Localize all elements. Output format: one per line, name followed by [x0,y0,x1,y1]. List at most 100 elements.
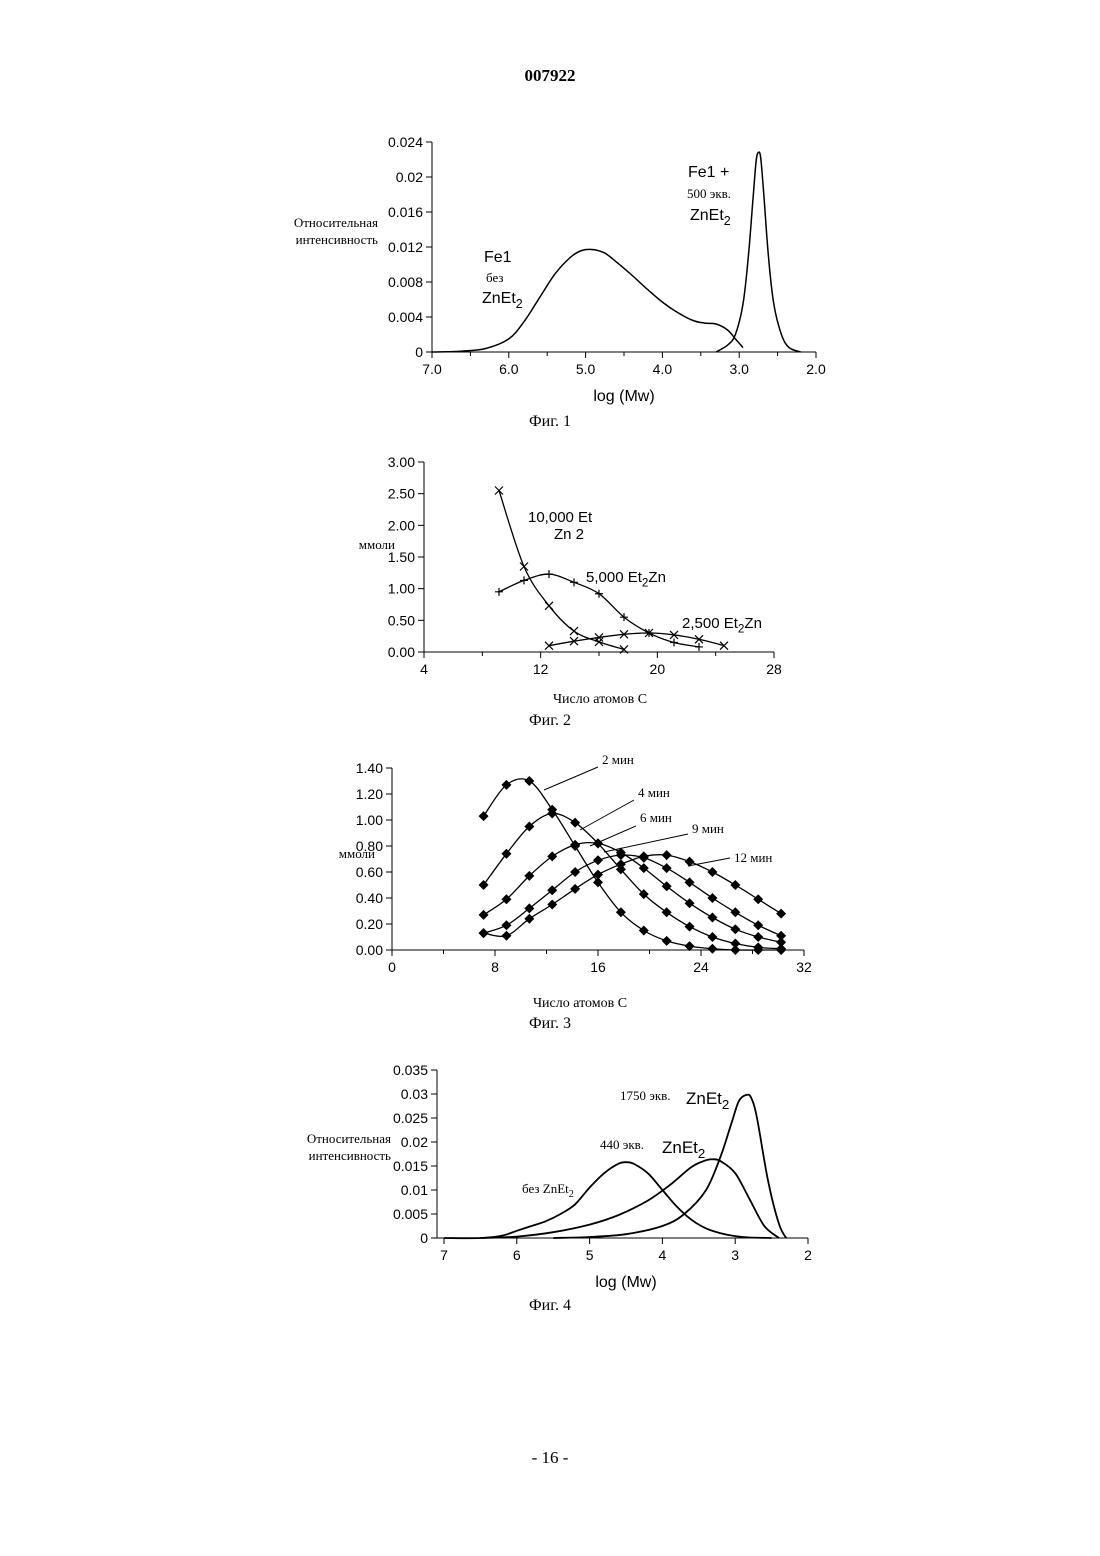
diamond-marker [776,909,786,919]
plus-marker [670,639,678,647]
annotation-label: без ZnEt2 [522,1181,574,1200]
diamond-marker [707,932,717,942]
y-axis-label: интенсивность [296,232,378,247]
plus-marker [520,576,528,584]
y-tick-label: 1.00 [356,812,383,828]
diamond-marker [616,859,626,869]
x-tick-label: 5 [586,1247,594,1263]
x-tick-label: 32 [796,959,812,975]
y-axis-label: интенсивность [309,1148,391,1163]
y-tick-label: 0.016 [388,204,423,220]
diamond-marker [524,914,534,924]
x-axis-label: Число атомов С [533,996,627,1011]
diamond-marker [662,850,672,860]
plus-marker [695,643,703,651]
annotation-label: ZnEt2 [686,1089,729,1112]
x-tick-label: 8 [491,959,499,975]
leader-line [688,858,730,866]
x-tick-label: 7 [440,1247,448,1263]
fig1-chart: 00.0040.0080.0120.0160.020.0247.06.05.04… [294,134,826,430]
series-line [553,1095,786,1238]
x-tick-label: 4.0 [653,361,673,377]
y-axis-label: Относительная [294,215,378,230]
series-label: 6 мин [640,810,672,825]
figure-caption: Фиг. 1 [529,413,571,430]
diamond-marker [685,877,695,887]
y-tick-label: 1.20 [356,786,383,802]
series-line [444,1162,772,1238]
x-tick-label: 16 [590,959,606,975]
diamond-marker [707,913,717,923]
x-marker [520,563,528,571]
x-tick-label: 28 [766,661,782,677]
x-tick-label: 2 [804,1247,812,1263]
diamond-marker [707,893,717,903]
x-tick-label: 4 [420,661,428,677]
annotation-label: ZnEt2 [482,290,523,311]
x-tick-label: 6 [513,1247,521,1263]
diamond-marker [479,880,489,890]
plus-marker [545,570,553,578]
series-line [716,152,800,352]
y-tick-label: 1.40 [356,760,383,776]
figures-canvas: 00.0040.0080.0120.0160.020.0247.06.05.04… [0,0,1100,1556]
y-tick-label: 0 [420,1230,428,1246]
diamond-marker [570,867,580,877]
y-tick-label: 0.50 [388,612,415,628]
annotation-label: 5,000 Et2Zn [586,569,666,590]
diamond-marker [730,907,740,917]
diamond-marker [570,818,580,828]
leader-line [544,767,598,790]
y-tick-label: 0.02 [396,169,423,185]
y-tick-label: 3.00 [388,454,415,470]
leader-line [580,800,634,830]
annotation-label: 440 экв. [600,1137,644,1152]
y-tick-label: 0.024 [388,134,423,150]
annotation-label: Fe1 [484,249,512,266]
diamond-marker [501,931,511,941]
x-marker [545,602,553,610]
y-tick-label: 0.01 [401,1182,428,1198]
y-tick-label: 0.025 [393,1110,428,1126]
diamond-marker [707,944,717,954]
y-tick-label: 0.015 [393,1158,428,1174]
y-tick-label: 2.50 [388,486,415,502]
diamond-marker [593,855,603,865]
x-axis-label: log (Mw) [593,388,654,405]
y-tick-label: 0 [415,344,423,360]
x-marker [720,642,728,650]
y-tick-label: 0.004 [388,309,423,325]
x-tick-label: 7.0 [422,361,442,377]
leader-line [590,826,636,846]
diamond-marker [685,898,695,908]
diamond-marker [730,880,740,890]
series-line [432,249,743,352]
y-tick-label: 0.60 [356,864,383,880]
y-axis-label: ммоли [359,537,395,552]
y-tick-label: 0.20 [356,916,383,932]
x-axis-label: Число атомов С [553,692,647,707]
annotation-label: 10,000 Et [528,509,593,526]
diamond-marker [547,851,557,861]
x-tick-label: 4 [659,1247,667,1263]
x-axis-label: log (Mw) [595,1274,656,1291]
fig4-chart: 00.0050.010.0150.020.0250.030.035765432l… [307,1062,812,1314]
x-tick-label: 3 [731,1247,739,1263]
diamond-marker [776,931,786,941]
x-tick-label: 0 [388,959,396,975]
x-tick-label: 12 [533,661,549,677]
fig3-chart: 0.000.200.400.600.801.001.201.4008162432… [339,752,812,1032]
diamond-marker [639,926,649,936]
diamond-marker [662,936,672,946]
diamond-marker [753,932,763,942]
y-axis-label: ммоли [339,846,375,861]
diamond-marker [753,920,763,930]
diamond-marker [479,811,489,821]
series-label: 9 мин [692,821,724,836]
x-tick-label: 6.0 [499,361,519,377]
plus-marker [495,588,503,596]
y-tick-label: 0.008 [388,274,423,290]
x-marker [570,627,578,635]
y-tick-label: 2.00 [388,517,415,533]
y-tick-label: 0.00 [356,942,383,958]
